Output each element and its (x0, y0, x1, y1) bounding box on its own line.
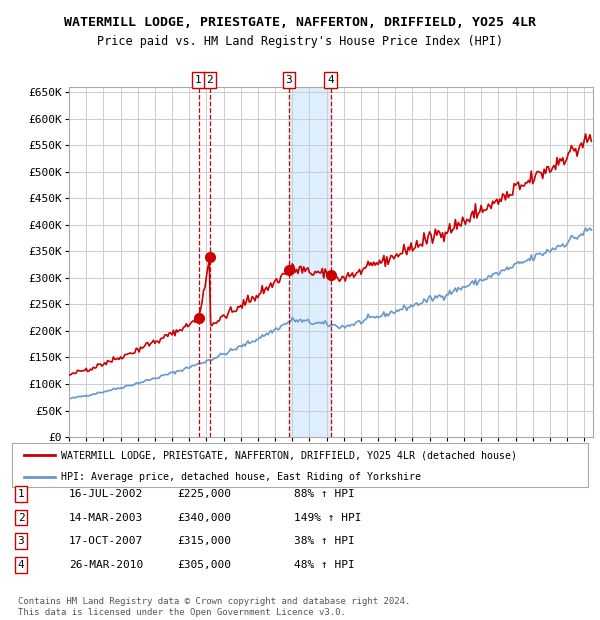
Text: £225,000: £225,000 (177, 489, 231, 499)
Bar (289, 87, 331, 437)
Text: 4: 4 (17, 560, 25, 570)
Text: WATERMILL LODGE, PRIESTGATE, NAFFERTON, DRIFFIELD, YO25 4LR: WATERMILL LODGE, PRIESTGATE, NAFFERTON, … (64, 16, 536, 29)
Text: 3: 3 (286, 75, 292, 85)
Text: 17-OCT-2007: 17-OCT-2007 (69, 536, 143, 546)
Text: 1: 1 (17, 489, 25, 499)
Text: 3: 3 (17, 536, 25, 546)
Text: HPI: Average price, detached house, East Riding of Yorkshire: HPI: Average price, detached house, East… (61, 472, 421, 482)
Text: 2: 2 (206, 75, 214, 85)
Text: 14-MAR-2003: 14-MAR-2003 (69, 513, 143, 523)
Text: 4: 4 (327, 75, 334, 85)
Text: 38% ↑ HPI: 38% ↑ HPI (294, 536, 355, 546)
Text: Contains HM Land Registry data © Crown copyright and database right 2024.
This d: Contains HM Land Registry data © Crown c… (18, 598, 410, 617)
Text: £340,000: £340,000 (177, 513, 231, 523)
Text: Price paid vs. HM Land Registry's House Price Index (HPI): Price paid vs. HM Land Registry's House … (97, 35, 503, 48)
Text: 16-JUL-2002: 16-JUL-2002 (69, 489, 143, 499)
Text: £305,000: £305,000 (177, 560, 231, 570)
Text: 48% ↑ HPI: 48% ↑ HPI (294, 560, 355, 570)
Text: 2: 2 (17, 513, 25, 523)
Text: 1: 1 (195, 75, 202, 85)
Text: WATERMILL LODGE, PRIESTGATE, NAFFERTON, DRIFFIELD, YO25 4LR (detached house): WATERMILL LODGE, PRIESTGATE, NAFFERTON, … (61, 450, 517, 460)
Text: £315,000: £315,000 (177, 536, 231, 546)
Text: 26-MAR-2010: 26-MAR-2010 (69, 560, 143, 570)
Text: 149% ↑ HPI: 149% ↑ HPI (294, 513, 361, 523)
Text: 88% ↑ HPI: 88% ↑ HPI (294, 489, 355, 499)
